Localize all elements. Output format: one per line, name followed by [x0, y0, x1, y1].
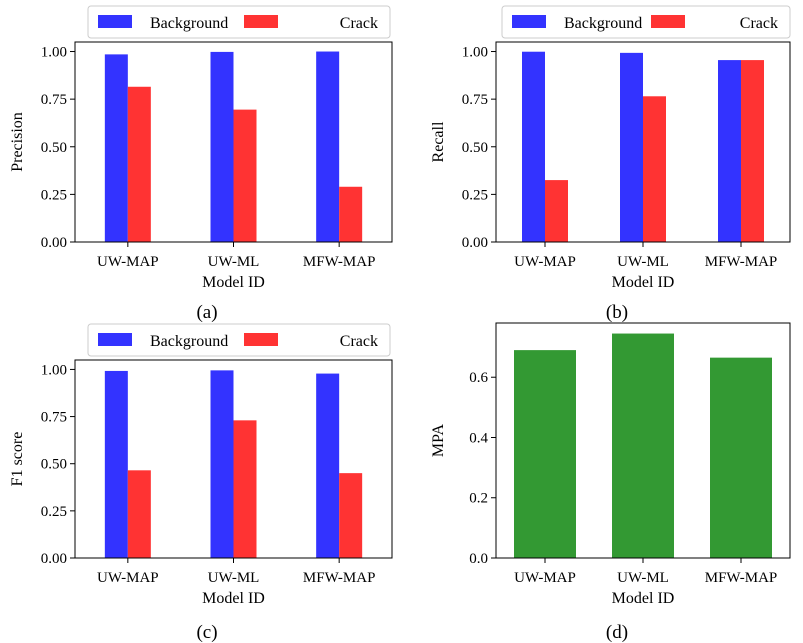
y-tick-label: 0.25	[462, 187, 488, 203]
legend-swatch-background	[98, 15, 132, 28]
y-tick-label: 0.25	[41, 504, 67, 520]
x-tick-label: UW-ML	[617, 570, 669, 586]
bar-crack-uw-ml	[233, 420, 257, 558]
y-tick-label: 0.00	[41, 235, 67, 251]
x-tick-label: UW-MAP	[514, 570, 576, 586]
y-axis-label: F1 score	[9, 432, 26, 487]
y-axis-label: Recall	[430, 121, 447, 162]
y-tick-label: 1.00	[41, 362, 67, 378]
legend: Background Crack	[87, 5, 391, 39]
bar-mpa-uw-map	[514, 350, 576, 558]
bar-background-uw-ml	[620, 52, 643, 242]
x-tick-label: UW-ML	[617, 254, 669, 270]
legend-box	[87, 323, 391, 357]
y-tick-label: 0.00	[462, 235, 488, 251]
legend: Background Crack	[501, 5, 791, 39]
legend-label-crack: Crack	[740, 15, 778, 32]
legend-swatch-background	[512, 15, 546, 28]
y-tick-label: 0.50	[462, 140, 488, 156]
y-tick-label: 0.50	[41, 140, 67, 156]
y-tick-label: 0.75	[462, 92, 488, 108]
y-tick-label: 0.00	[41, 551, 67, 567]
x-tick-label: MFW-MAP	[303, 570, 376, 586]
x-axis-label: Model ID	[202, 274, 265, 291]
legend-label-background: Background	[564, 15, 642, 32]
x-tick-label: MFW-MAP	[705, 570, 778, 586]
x-axis-label: Model ID	[202, 590, 265, 607]
y-tick-label: 0.6	[469, 370, 488, 386]
y-tick-label: 1.00	[41, 45, 67, 61]
x-axis-label: Model ID	[612, 590, 675, 607]
x-axis-label: Model ID	[612, 274, 675, 291]
y-tick-label: 0.75	[41, 92, 67, 108]
legend-swatch-crack	[244, 333, 278, 346]
legend-label-background: Background	[150, 15, 228, 32]
chart-panel-4: 0.0 0.2 0.4 0.6 UW-MAP UW-ML MFW-MAP Model ID MP…	[430, 322, 791, 643]
bar-background-uw-map	[522, 51, 545, 242]
x-tick-label: UW-ML	[208, 254, 260, 270]
bar-background-uw-map	[104, 370, 128, 558]
y-tick-label: 0.50	[41, 457, 67, 473]
chart-panel-1: 0.00 0.25 0.50 0.75 1.00 UW-MAP UW-ML MFW-MAP Mo…	[9, 5, 393, 323]
legend-label-background: Background	[150, 333, 228, 350]
bar-crack-mfw-map	[339, 473, 363, 558]
x-tick-label: UW-MAP	[97, 254, 159, 270]
panel-caption: (d)	[606, 622, 628, 643]
legend-box	[501, 5, 791, 39]
bar-background-uw-ml	[210, 51, 234, 243]
panel-caption: (b)	[606, 302, 628, 323]
bar-background-uw-map	[104, 54, 128, 242]
bar-crack-uw-map	[545, 180, 568, 242]
y-tick-label: 0.2	[469, 491, 488, 507]
panel-caption: (c)	[196, 622, 217, 643]
legend-swatch-background	[98, 333, 132, 346]
legend-box	[87, 5, 391, 39]
x-tick-label: UW-MAP	[97, 570, 159, 586]
bar-background-mfw-map	[316, 51, 340, 243]
y-tick-label: 0.4	[469, 430, 488, 446]
bar-crack-uw-map	[127, 470, 151, 558]
bar-background-mfw-map	[718, 60, 741, 242]
bar-background-mfw-map	[316, 373, 340, 558]
y-tick-label: 1.00	[462, 45, 488, 61]
panel-caption: (a)	[196, 302, 217, 323]
bar-crack-uw-ml	[643, 96, 666, 243]
legend-label-crack: Crack	[340, 333, 378, 350]
bar-crack-uw-map	[127, 86, 151, 242]
bar-crack-mfw-map	[741, 60, 764, 242]
x-tick-label: MFW-MAP	[705, 254, 778, 270]
chart-panel-3: 0.00 0.25 0.50 0.75 1.00 UW-MAP UW-ML MFW-MAP Mo…	[9, 323, 393, 643]
chart-panel-2: 0.00 0.25 0.50 0.75 1.00 UW-MAP UW-ML MFW-MAP Mo…	[430, 5, 791, 323]
legend: Background Crack	[87, 323, 391, 357]
legend-swatch-crack	[244, 15, 278, 28]
bar-mpa-uw-ml	[612, 333, 674, 558]
y-axis-label: MPA	[430, 423, 447, 457]
y-axis-label: Precision	[9, 112, 26, 172]
legend-swatch-crack	[651, 15, 685, 28]
legend-label-crack: Crack	[340, 15, 378, 32]
bar-background-uw-ml	[210, 370, 234, 558]
x-tick-label: UW-MAP	[514, 254, 576, 270]
y-tick-label: 0.75	[41, 410, 67, 426]
bar-crack-uw-ml	[233, 109, 257, 242]
bar-mpa-mfw-map	[710, 357, 772, 558]
x-tick-label: MFW-MAP	[303, 254, 376, 270]
y-tick-label: 0.0	[469, 551, 488, 567]
x-tick-label: UW-ML	[208, 570, 260, 586]
y-tick-label: 0.25	[41, 187, 67, 203]
bar-crack-mfw-map	[339, 186, 363, 242]
